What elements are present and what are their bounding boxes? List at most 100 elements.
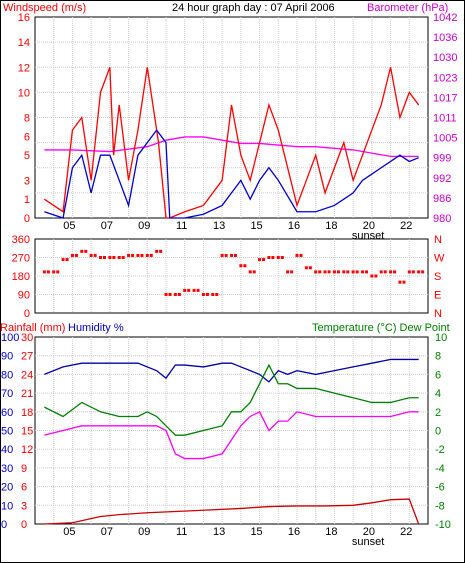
direction-point bbox=[89, 253, 93, 257]
direction-tick-label: 360 bbox=[12, 234, 30, 246]
direction-point bbox=[308, 266, 312, 270]
barometer-tick-label: 1042 bbox=[433, 12, 457, 24]
rain-tick-label: 0 bbox=[21, 519, 27, 531]
windspeed-tick-label: 10 bbox=[18, 87, 30, 99]
direction-point bbox=[361, 270, 364, 274]
humidity-line bbox=[44, 358, 419, 383]
direction-point bbox=[145, 253, 149, 257]
humidity-tick-label: 10 bbox=[1, 500, 13, 512]
temperature-tick-label: 4 bbox=[435, 388, 441, 400]
x-tick-label: 05 bbox=[63, 526, 75, 538]
x-tick-label: 05 bbox=[63, 220, 75, 232]
direction-point bbox=[121, 256, 125, 259]
direction-point bbox=[183, 288, 187, 292]
temperature-tick-label: -4 bbox=[435, 463, 445, 475]
direction-point bbox=[131, 253, 135, 257]
direction-point bbox=[407, 270, 411, 274]
x-tick-label: 18 bbox=[325, 526, 337, 538]
humidity-tick-label: 40 bbox=[1, 444, 13, 456]
direction-point bbox=[323, 270, 327, 274]
direction-point bbox=[299, 253, 303, 257]
x-tick-label: 11 bbox=[176, 220, 187, 232]
rain-tick-label: 21 bbox=[21, 388, 33, 400]
temperature-tick-label: 6 bbox=[435, 369, 441, 381]
direction-point bbox=[314, 270, 318, 274]
direction-point bbox=[80, 249, 84, 253]
humidity-tick-label: 30 bbox=[1, 463, 13, 475]
direction-point bbox=[332, 270, 336, 274]
humidity-tick-label: 80 bbox=[1, 369, 13, 381]
direction-point bbox=[267, 256, 271, 259]
barometer-tick-label: 986 bbox=[433, 193, 451, 205]
x-tick-label: 09 bbox=[138, 526, 150, 538]
barometer-tick-label: 1005 bbox=[433, 133, 457, 145]
direction-point bbox=[192, 288, 196, 292]
direction-point bbox=[61, 258, 65, 262]
barometer-tick-label: 992 bbox=[433, 173, 451, 185]
direction-point bbox=[411, 270, 415, 274]
direction-point bbox=[224, 253, 228, 257]
barometer-tick-label: 980 bbox=[433, 213, 451, 225]
direction-point bbox=[258, 258, 262, 262]
direction-point bbox=[164, 293, 168, 296]
x-tick-label: 13 bbox=[213, 220, 225, 232]
temperature-tick-label: -10 bbox=[435, 519, 451, 531]
temperature-tick-label: -8 bbox=[435, 500, 445, 512]
x-tick-label: 09 bbox=[138, 220, 150, 232]
x-tick-label: 20 bbox=[363, 526, 375, 538]
direction-point bbox=[196, 288, 200, 292]
direction-point bbox=[355, 270, 359, 274]
humidity-tick-label: 0 bbox=[1, 519, 7, 531]
windspeed-tick-label: 12 bbox=[18, 62, 30, 74]
direction-point bbox=[52, 270, 56, 274]
direction-point bbox=[65, 258, 69, 262]
humidity-tick-label: 60 bbox=[1, 407, 13, 419]
compass-tick-label: S bbox=[434, 271, 441, 283]
direction-tick-label: 90 bbox=[18, 290, 30, 302]
direction-point bbox=[211, 293, 215, 296]
direction-point bbox=[84, 249, 88, 253]
direction-point bbox=[402, 280, 406, 284]
direction-tick-label: 180 bbox=[12, 271, 30, 283]
x-tick-label: 20 bbox=[363, 220, 375, 232]
direction-point bbox=[46, 270, 50, 274]
direction-tick-label: 270 bbox=[12, 253, 30, 265]
direction-point bbox=[140, 253, 144, 257]
compass-tick-label: N bbox=[434, 234, 442, 246]
rain-tick-label: 15 bbox=[21, 426, 33, 438]
barometer-tick-label: 1023 bbox=[433, 72, 457, 84]
rain-tick-label: 9 bbox=[21, 463, 27, 475]
direction-point bbox=[56, 270, 60, 274]
direction-point bbox=[117, 256, 121, 259]
x-tick-label: 15 bbox=[250, 526, 262, 538]
direction-point bbox=[215, 293, 219, 296]
direction-point bbox=[342, 270, 346, 274]
direction-point bbox=[365, 270, 368, 274]
direction-point bbox=[252, 270, 256, 274]
barometer-tick-label: 999 bbox=[433, 153, 451, 165]
direction-point bbox=[93, 253, 97, 257]
rain-tick-label: 30 bbox=[21, 332, 33, 344]
direction-point bbox=[149, 253, 153, 257]
direction-point bbox=[417, 270, 421, 274]
avg-wind-line bbox=[44, 128, 419, 219]
direction-point bbox=[280, 256, 284, 259]
rain-tick-label: 3 bbox=[21, 500, 27, 512]
x-tick-label: 13 bbox=[213, 526, 225, 538]
direction-point bbox=[108, 256, 112, 259]
temperature-axis-title: Temperature (°C) Dew Point bbox=[312, 322, 450, 334]
x-tick-label: 07 bbox=[101, 526, 113, 538]
sunset-label: sunset bbox=[352, 536, 384, 548]
windspeed-tick-label: 8 bbox=[24, 113, 30, 125]
rain-tick-label: 27 bbox=[21, 351, 33, 363]
chart-title: 24 hour graph day : 07 April 2006 bbox=[172, 2, 335, 14]
windspeed-tick-label: 5 bbox=[24, 150, 30, 162]
temperature-tick-label: 0 bbox=[435, 426, 441, 438]
direction-point bbox=[127, 253, 131, 257]
direction-point bbox=[327, 270, 331, 274]
direction-point bbox=[155, 249, 159, 253]
windspeed-tick-label: 6 bbox=[24, 131, 30, 143]
direction-point bbox=[234, 253, 237, 257]
temperature-tick-label: 10 bbox=[435, 332, 447, 344]
